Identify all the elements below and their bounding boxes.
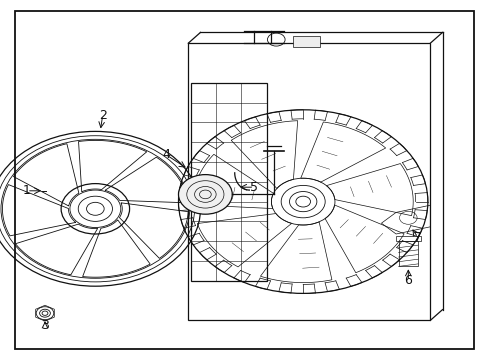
Circle shape bbox=[178, 175, 232, 214]
Text: 3: 3 bbox=[41, 319, 49, 332]
Bar bbox=[188, 43, 429, 320]
Text: 5: 5 bbox=[250, 181, 258, 194]
Bar bbox=[293, 36, 320, 47]
Text: 1: 1 bbox=[23, 184, 31, 197]
Bar bbox=[190, 83, 266, 281]
Bar bbox=[398, 241, 417, 266]
Text: 7: 7 bbox=[413, 231, 421, 244]
Text: 6: 6 bbox=[404, 274, 411, 287]
Text: 2: 2 bbox=[99, 109, 106, 122]
Bar bbox=[395, 236, 420, 241]
Text: 4: 4 bbox=[162, 148, 170, 161]
